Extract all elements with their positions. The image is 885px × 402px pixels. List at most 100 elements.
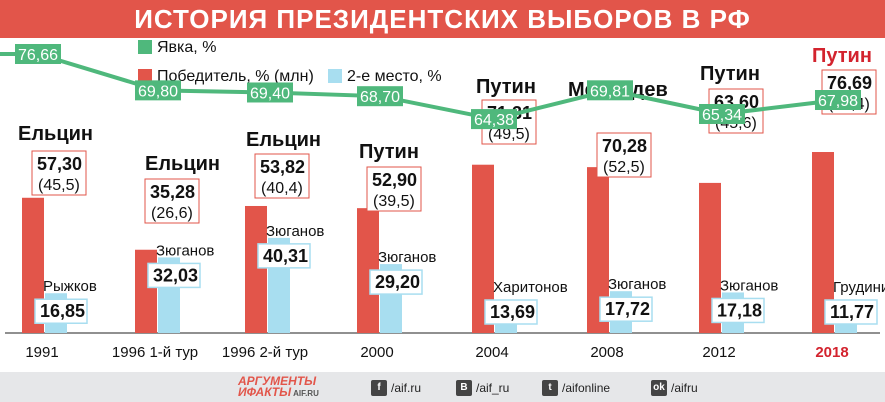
category-label: 2018 — [815, 344, 848, 361]
winner-name: Путин — [476, 76, 536, 98]
winner-value-box — [31, 150, 87, 196]
second-pct-label: 40,31 — [263, 246, 308, 266]
turnout-value-label: 69,81 — [590, 83, 630, 100]
social-link[interactable]: f/aif.ru — [371, 378, 421, 398]
odnoklassniki-icon: ok — [651, 380, 667, 396]
twitter-icon: t — [542, 380, 558, 396]
second-name: Харитонов — [493, 279, 568, 296]
turnout-value-label: 68,70 — [360, 89, 400, 106]
winner-votes-label: (45,5) — [38, 177, 80, 194]
turnout-point-box — [357, 86, 403, 107]
winner-pct-label: 70,28 — [602, 136, 647, 156]
category-label: 2012 — [702, 344, 735, 361]
winner-value-box — [366, 166, 422, 212]
second-pct-label: 13,69 — [490, 302, 535, 322]
second-value-box — [369, 269, 423, 295]
social-handle: /aif_ru — [476, 381, 510, 395]
legend-label-second: 2-е место, % — [347, 68, 442, 85]
winner-bar — [812, 152, 834, 333]
winner-bar — [472, 164, 494, 333]
winner-votes-label: (49,5) — [488, 126, 530, 143]
second-name: Зюганов — [266, 223, 324, 240]
winner-bar — [699, 182, 721, 333]
winner-pct-label: 76,69 — [827, 73, 872, 93]
social-link[interactable]: В/aif_ru — [456, 378, 509, 398]
second-value-box — [34, 298, 88, 324]
turnout-point-box — [699, 103, 745, 124]
legend-swatch-winner — [138, 69, 152, 83]
turnout-point-box — [815, 90, 861, 111]
turnout-value-label: 69,40 — [250, 85, 290, 102]
winner-votes-label: (26,6) — [151, 205, 193, 222]
second-name: Зюганов — [720, 277, 778, 294]
second-value-box — [484, 299, 538, 325]
category-label: 1996 1-й тур — [112, 344, 198, 361]
second-pct-label: 11,77 — [830, 302, 874, 322]
legend-label-turnout: Явка, % — [157, 39, 216, 56]
category-label: 1996 2-й тур — [222, 344, 308, 361]
winner-name: Ельцин — [18, 123, 93, 145]
winner-votes-label: (52,5) — [603, 159, 645, 176]
footer-bar — [0, 372, 885, 402]
aif-logo: АРГУМЕНТЫ ИФАКТЫ AIF.RU — [238, 374, 319, 399]
category-label: 2008 — [590, 344, 623, 361]
social-handle: /aifru — [671, 381, 698, 395]
category-label: 2000 — [360, 344, 393, 361]
winner-pct-label: 53,82 — [260, 157, 305, 177]
second-pct-label: 17,72 — [605, 299, 650, 319]
second-pct-label: 32,03 — [153, 265, 198, 285]
winner-value-box — [144, 178, 200, 224]
facebook-icon: f — [371, 380, 387, 396]
winner-pct-label: 52,90 — [372, 170, 417, 190]
category-label: 1991 — [25, 344, 58, 361]
legend-label-winner: Победитель, % (млн) — [157, 68, 314, 85]
turnout-point-box — [135, 80, 181, 101]
winner-pct-label: 57,30 — [37, 154, 82, 174]
header-bar — [0, 0, 885, 38]
election-chart: Явка, % Победитель, % (млн) 2-е место, % 19… — [0, 39, 885, 361]
second-pct-label: 17,18 — [717, 300, 762, 320]
winner-name: Путин — [812, 45, 872, 67]
second-name: Грудинин — [833, 279, 885, 296]
winner-value-box — [596, 132, 652, 178]
winner-bar — [587, 167, 609, 333]
turnout-point-box — [471, 109, 517, 130]
winner-name: Ельцин — [145, 153, 220, 175]
social-link[interactable]: t/aifonline — [542, 378, 610, 398]
winner-bar — [135, 249, 157, 333]
winner-bar — [357, 208, 379, 333]
vk-icon: В — [456, 380, 472, 396]
turnout-point-box — [587, 80, 633, 101]
social-link[interactable]: ok/aifru — [651, 378, 698, 398]
turnout-point-box — [15, 44, 61, 64]
second-pct-label: 29,20 — [375, 272, 420, 292]
winner-pct-label: 35,28 — [150, 182, 195, 202]
winner-name: Ельцин — [246, 129, 321, 151]
second-name: Рыжков — [43, 278, 97, 295]
second-name: Зюганов — [608, 276, 666, 293]
second-value-box — [711, 297, 765, 324]
second-value-box — [824, 299, 878, 325]
category-label: 2004 — [475, 344, 508, 361]
winner-name: Путин — [700, 63, 760, 85]
turnout-point-box — [247, 82, 293, 103]
second-value-box — [599, 296, 653, 322]
second-name: Зюганов — [378, 249, 436, 266]
winner-value-box — [254, 153, 310, 199]
turnout-value-label: 69,80 — [138, 83, 178, 100]
chart-title: ИСТОРИЯ ПРЕЗИДЕНТСКИХ ВЫБОРОВ В РФ — [134, 4, 751, 34]
social-handle: /aifonline — [562, 381, 611, 395]
second-name: Зюганов — [156, 242, 214, 259]
turnout-value-label: 76,66 — [18, 47, 58, 64]
turnout-value-label: 64,38 — [474, 112, 514, 129]
social-handle: /aif.ru — [391, 381, 422, 395]
second-pct-label: 16,85 — [40, 301, 85, 321]
winner-votes-label: (40,4) — [261, 180, 303, 197]
winner-votes-label: (39,5) — [373, 193, 415, 210]
turnout-value-label: 65,34 — [702, 107, 742, 124]
legend-swatch-second — [328, 69, 342, 83]
second-value-box — [257, 243, 311, 269]
legend-swatch-turnout — [138, 40, 152, 54]
second-value-box — [147, 262, 201, 289]
turnout-value-label: 67,98 — [818, 93, 858, 110]
